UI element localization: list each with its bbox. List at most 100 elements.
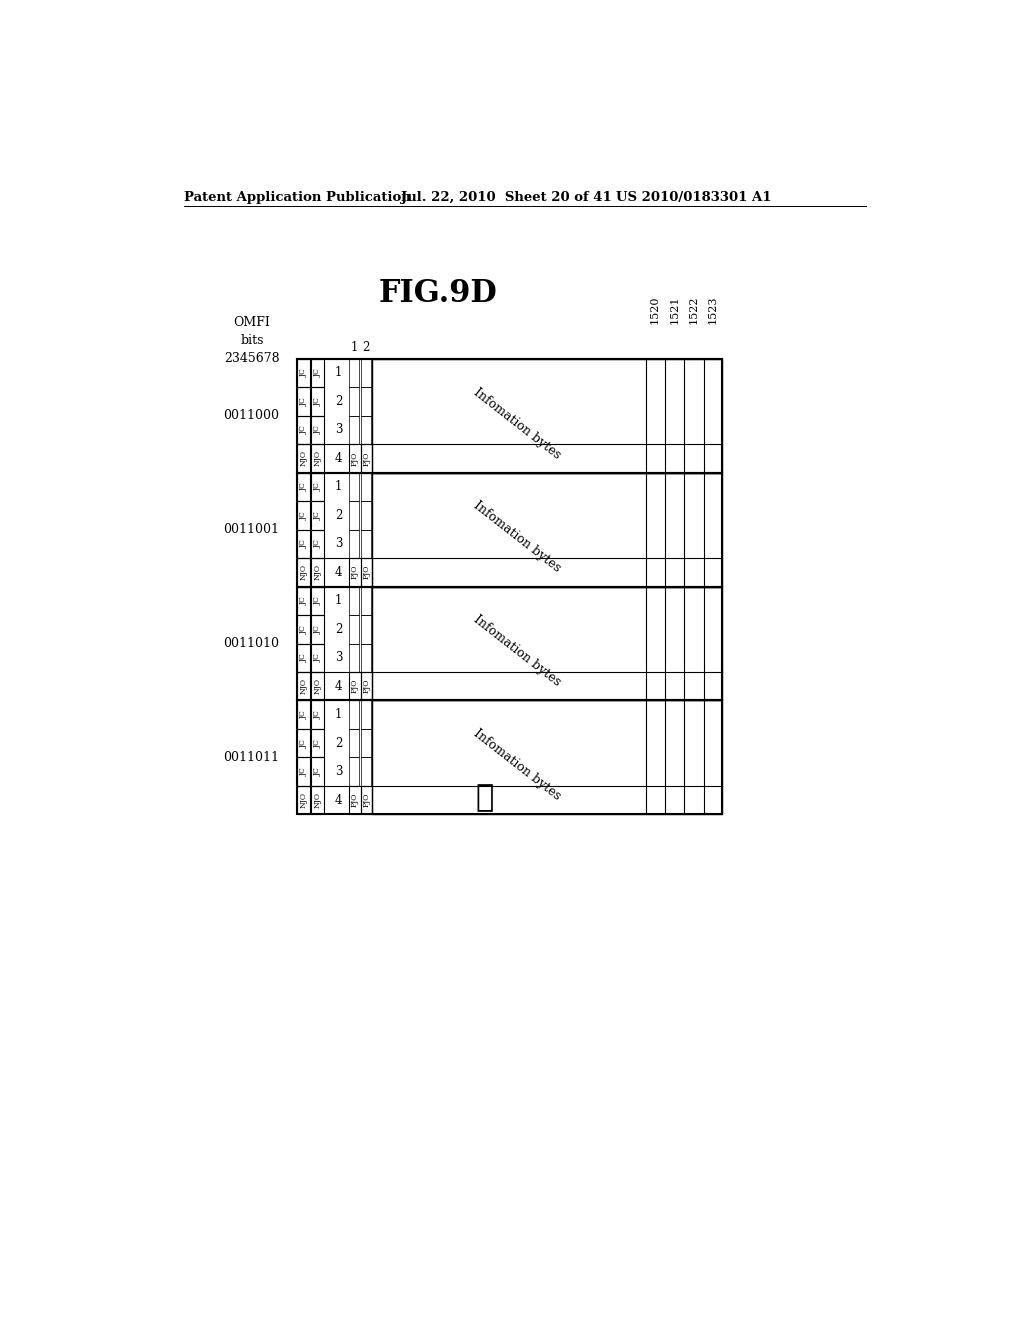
Bar <box>311 785 324 814</box>
Bar <box>360 502 371 529</box>
Text: NJO: NJO <box>300 792 307 808</box>
Text: JC: JC <box>313 540 322 548</box>
Text: Jul. 22, 2010  Sheet 20 of 41: Jul. 22, 2010 Sheet 20 of 41 <box>400 191 611 203</box>
Text: JC: JC <box>300 739 307 747</box>
Text: JC: JC <box>313 624 322 634</box>
Text: OMFI
bits
2345678: OMFI bits 2345678 <box>224 317 280 366</box>
Text: 4: 4 <box>335 566 343 578</box>
Text: PJO: PJO <box>350 451 358 466</box>
Text: 3: 3 <box>335 766 343 779</box>
Text: 0011010: 0011010 <box>223 638 280 649</box>
Text: PJO: PJO <box>362 678 371 693</box>
Text: NJO: NJO <box>313 450 322 466</box>
Bar <box>311 558 324 586</box>
Text: 0011000: 0011000 <box>223 409 280 422</box>
Bar <box>360 672 372 701</box>
Text: JC: JC <box>313 425 322 434</box>
Bar <box>349 387 359 416</box>
Text: JC: JC <box>300 710 307 719</box>
Bar <box>311 615 324 644</box>
Bar <box>349 529 359 558</box>
Bar <box>349 758 359 785</box>
Text: 2: 2 <box>335 508 342 521</box>
Bar <box>311 416 324 444</box>
Bar <box>360 701 371 729</box>
Text: JC: JC <box>313 767 322 776</box>
Bar <box>349 502 359 529</box>
Text: 2: 2 <box>361 342 370 354</box>
Bar <box>349 586 359 615</box>
Text: US 2010/0183301 A1: US 2010/0183301 A1 <box>616 191 772 203</box>
Bar <box>297 586 722 701</box>
Text: ⋮: ⋮ <box>475 781 494 813</box>
Bar <box>297 558 310 586</box>
Text: JC: JC <box>313 511 322 520</box>
Text: JC: JC <box>300 597 307 605</box>
Bar <box>311 359 324 387</box>
Text: PJO: PJO <box>350 793 358 808</box>
Text: 1: 1 <box>335 594 342 607</box>
Bar <box>349 444 360 473</box>
Text: NJO: NJO <box>300 450 307 466</box>
Text: NJO: NJO <box>313 564 322 581</box>
Text: JC: JC <box>313 739 322 747</box>
Bar <box>297 672 310 701</box>
Text: NJO: NJO <box>313 792 322 808</box>
Text: 2: 2 <box>335 737 342 750</box>
Bar <box>360 416 371 444</box>
Text: JC: JC <box>300 653 307 663</box>
Bar <box>297 729 310 758</box>
Bar <box>360 586 371 615</box>
Text: 2: 2 <box>335 395 342 408</box>
Bar <box>372 473 722 586</box>
Text: NJO: NJO <box>313 678 322 694</box>
Text: JC: JC <box>313 397 322 405</box>
Text: 1: 1 <box>335 709 342 721</box>
Bar <box>297 644 310 672</box>
Bar <box>360 529 371 558</box>
Text: JC: JC <box>300 482 307 491</box>
Text: 3: 3 <box>335 537 343 550</box>
Text: Infomation bytes: Infomation bytes <box>471 614 563 689</box>
Bar <box>311 672 324 701</box>
Bar <box>349 644 359 672</box>
Bar <box>372 359 722 473</box>
Bar <box>297 473 310 502</box>
Text: NJO: NJO <box>300 564 307 581</box>
Bar <box>311 444 324 473</box>
Bar <box>311 644 324 672</box>
Text: PJO: PJO <box>350 678 358 693</box>
Bar <box>311 473 324 502</box>
Text: JC: JC <box>313 653 322 663</box>
Bar <box>349 359 359 387</box>
Bar <box>311 529 324 558</box>
Text: 1523: 1523 <box>709 296 718 323</box>
Bar <box>297 529 310 558</box>
Text: JC: JC <box>313 710 322 719</box>
Text: JC: JC <box>300 425 307 434</box>
Text: NJO: NJO <box>300 678 307 694</box>
Text: 3: 3 <box>335 424 343 437</box>
Bar <box>349 785 360 814</box>
Bar <box>349 672 360 701</box>
Bar <box>297 586 310 615</box>
Bar <box>311 387 324 416</box>
Text: 1520: 1520 <box>650 296 660 323</box>
Bar <box>360 359 371 387</box>
Bar <box>360 729 371 758</box>
Text: PJO: PJO <box>362 793 371 808</box>
Text: 1: 1 <box>335 367 342 379</box>
Text: JC: JC <box>300 624 307 634</box>
Text: JC: JC <box>300 767 307 776</box>
Bar <box>297 758 310 785</box>
Bar <box>360 644 371 672</box>
Text: 3: 3 <box>335 651 343 664</box>
Text: Infomation bytes: Infomation bytes <box>471 385 563 461</box>
Bar <box>297 359 722 473</box>
Bar <box>297 444 310 473</box>
Text: 4: 4 <box>335 680 343 693</box>
Bar <box>311 701 324 729</box>
Bar <box>297 416 310 444</box>
Text: JC: JC <box>313 482 322 491</box>
Bar <box>311 502 324 529</box>
